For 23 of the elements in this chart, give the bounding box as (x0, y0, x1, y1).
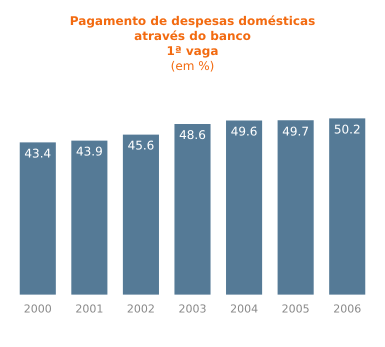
bar (329, 118, 366, 295)
x-tick-label: 2006 (333, 302, 362, 316)
bar (174, 124, 211, 295)
bar (278, 120, 314, 295)
data-label: 43.4 (24, 146, 52, 160)
data-label: 43.9 (76, 144, 103, 159)
x-tick-label: 2001 (75, 302, 104, 316)
data-label: 45.6 (128, 138, 154, 153)
data-label: 48.6 (179, 128, 206, 142)
chart-title: Pagamento de despesas domésticas através do banco 1ª vaga (68, 14, 316, 59)
x-tick-label: 2003 (178, 302, 206, 316)
bar (20, 142, 56, 295)
chart-subtitle: (em %) (170, 59, 216, 74)
x-tick-label: 2005 (282, 302, 310, 316)
data-label: 50.2 (334, 122, 361, 137)
data-label: 49.6 (230, 124, 258, 139)
x-tick-label: 2002 (126, 302, 155, 316)
bar (226, 120, 262, 295)
data-label: 49.7 (282, 124, 309, 138)
x-tick-label: 2000 (24, 302, 52, 316)
bar (71, 140, 108, 295)
bar (122, 134, 159, 295)
x-tick-label: 2004 (230, 302, 258, 316)
